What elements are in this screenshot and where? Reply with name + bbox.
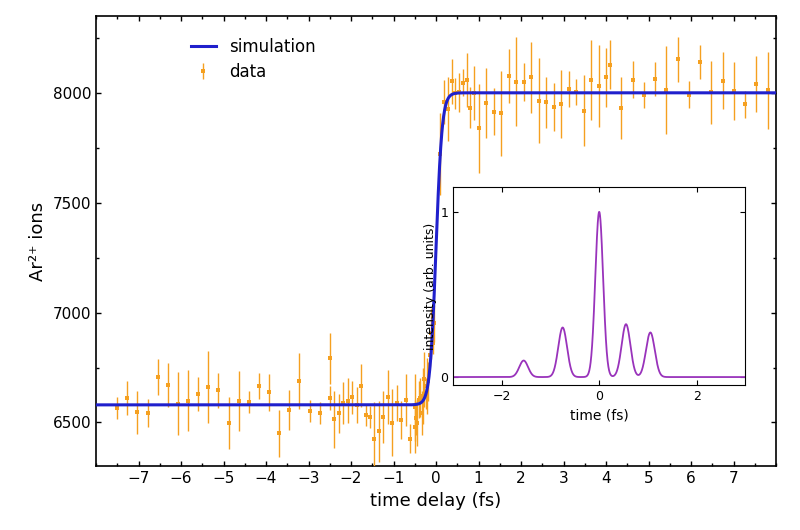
- simulation: [214, 402, 224, 408]
- simulation: [650, 90, 660, 96]
- Line: simulation: simulation: [96, 93, 776, 405]
- simulation: [598, 90, 608, 96]
- simulation: [499, 90, 509, 96]
- simulation: [91, 402, 101, 408]
- simulation: [771, 90, 781, 96]
- X-axis label: time delay (fs): time delay (fs): [370, 492, 502, 510]
- Legend: simulation, data: simulation, data: [186, 33, 321, 86]
- simulation: [351, 402, 361, 408]
- Y-axis label: Ar²⁺ ions: Ar²⁺ ions: [29, 201, 47, 281]
- simulation: [539, 90, 549, 96]
- simulation: [534, 90, 543, 96]
